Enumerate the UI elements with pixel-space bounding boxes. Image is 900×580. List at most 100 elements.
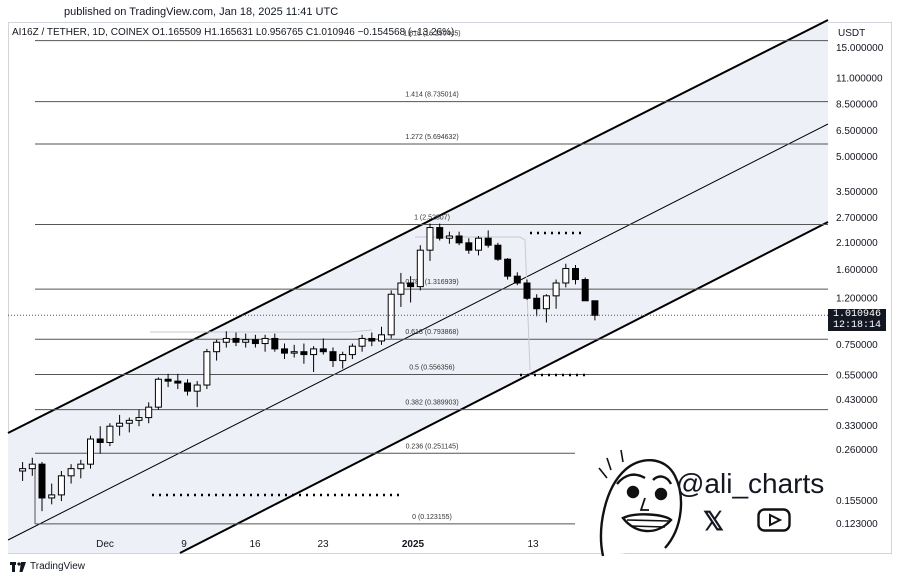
candle-body — [552, 282, 560, 297]
fib-level-label: 0 (0.123155) — [412, 514, 452, 521]
y-axis-tick-label: 0.260000 — [836, 445, 878, 456]
y-axis-tick-label: 0.123000 — [836, 519, 878, 530]
y-axis-tick-label: 11.000000 — [836, 74, 883, 85]
candle-body — [57, 475, 65, 496]
y-axis-tick-label: 1.200000 — [836, 293, 878, 304]
y-axis-tick-label: 6.500000 — [836, 126, 878, 137]
candle-body — [38, 463, 46, 499]
tradingview-logo-icon — [10, 561, 26, 572]
x-axis-tick-label: 16 — [249, 539, 261, 550]
candle-body — [368, 337, 376, 342]
candle-body — [455, 235, 463, 244]
x-axis-tick-label: 2025 — [402, 539, 425, 550]
candle-body — [203, 351, 211, 386]
x-axis-tick-label: Dec — [96, 539, 114, 550]
td-range-line — [415, 236, 531, 371]
fib-level-label: 1.618 (16.150445) — [403, 31, 460, 38]
candle-body — [271, 337, 279, 350]
fib-level-label: 1.272 (5.694632) — [405, 134, 458, 141]
candle-body — [533, 297, 541, 310]
candle-body — [28, 463, 36, 470]
footer-brand: TradingView — [10, 561, 85, 572]
candle-body — [387, 293, 395, 336]
candle-body — [213, 341, 221, 353]
candle-body — [416, 249, 424, 288]
candle-body — [445, 235, 453, 239]
candle-body — [475, 237, 482, 251]
candle-body — [184, 382, 191, 392]
candle-body — [358, 337, 366, 347]
y-axis-tick-label: 1.600000 — [836, 265, 878, 276]
y-axis-tick-label: 0.330000 — [836, 421, 878, 432]
channel-mid-line — [7, 123, 829, 541]
y-axis-tick-label: 0.550000 — [836, 371, 878, 382]
chart-frame — [8, 22, 892, 554]
fib-level-label: 1 (2.52807) — [414, 214, 450, 221]
y-axis-tick-label: 0.155000 — [836, 496, 878, 507]
x-axis-tick-label: 13 — [527, 539, 539, 550]
candle-body — [251, 339, 259, 345]
candle-body — [572, 268, 579, 281]
candle-body — [581, 279, 589, 302]
candle-body — [426, 227, 434, 251]
candle-body — [281, 348, 288, 354]
candle-body — [378, 334, 385, 342]
y-axis-tick-label: 0.430000 — [836, 395, 878, 406]
candle-body — [348, 345, 356, 356]
y-axis-tick-label: 2.700000 — [836, 213, 878, 224]
y-axis-tick-label: 8.500000 — [836, 99, 878, 110]
candle-body — [407, 282, 415, 288]
last-price-tag: 1.010946 12:18:14 — [828, 309, 886, 332]
fib-level-label: 1.414 (8.735014) — [405, 92, 458, 99]
candle-body — [290, 351, 298, 354]
y-axis-tick-label: 5.000000 — [836, 152, 878, 163]
candle-body — [164, 378, 172, 382]
candle-body — [87, 438, 94, 465]
candle-body — [174, 380, 182, 384]
bar-countdown: 12:18:14 — [832, 320, 881, 332]
author-handle: @ali_charts — [676, 468, 825, 499]
fib-level-label: 0.786 (1.316939) — [405, 279, 458, 286]
x-axis-tick-label: 9 — [181, 539, 187, 550]
fib-level-label: 0.5 (0.556356) — [409, 364, 455, 371]
candle-body — [232, 337, 240, 343]
youtube-icon — [757, 508, 791, 532]
candle-body — [145, 406, 153, 419]
last-price: 1.010946 — [832, 309, 881, 321]
candle-body — [542, 295, 550, 310]
candle-body — [329, 351, 337, 362]
published-note: published on TradingView.com, Jan 18, 20… — [64, 6, 339, 18]
candle-body — [193, 384, 201, 392]
candle-body — [96, 438, 104, 443]
candle-body — [261, 337, 269, 345]
candle-body — [300, 351, 308, 356]
candle-body — [397, 282, 405, 295]
candle-body — [591, 300, 599, 316]
fib-level-label: 0.382 (0.389903) — [405, 400, 458, 407]
fib-level-label: 0.618 (0.793868) — [405, 329, 458, 336]
symbol-ohlc-line: AI16Z / TETHER, 1D, COINEX O1.165509 H1.… — [12, 27, 455, 38]
candle-body — [504, 258, 512, 277]
candle-body — [513, 275, 521, 284]
candle-body — [465, 242, 473, 251]
fib-level-label: 0.236 (0.251145) — [406, 443, 459, 450]
mascot-face-logo — [598, 449, 683, 557]
candle-body — [77, 463, 85, 470]
candle-body — [154, 378, 162, 408]
candle-body — [562, 268, 570, 284]
channel-upper-line — [7, 19, 829, 434]
candle-body — [494, 244, 502, 260]
candle-body — [242, 339, 250, 343]
candle-body — [106, 425, 114, 443]
candle-body — [135, 417, 143, 421]
candle-body — [523, 282, 531, 299]
candle-body — [116, 422, 124, 427]
td-range-line — [150, 329, 373, 333]
channel-lower-line — [179, 221, 829, 554]
candle-body — [484, 237, 492, 246]
candle-body — [19, 468, 27, 472]
candle-body — [436, 227, 444, 239]
candle-body — [339, 354, 347, 362]
footer-brand-label: TradingView — [30, 561, 86, 572]
